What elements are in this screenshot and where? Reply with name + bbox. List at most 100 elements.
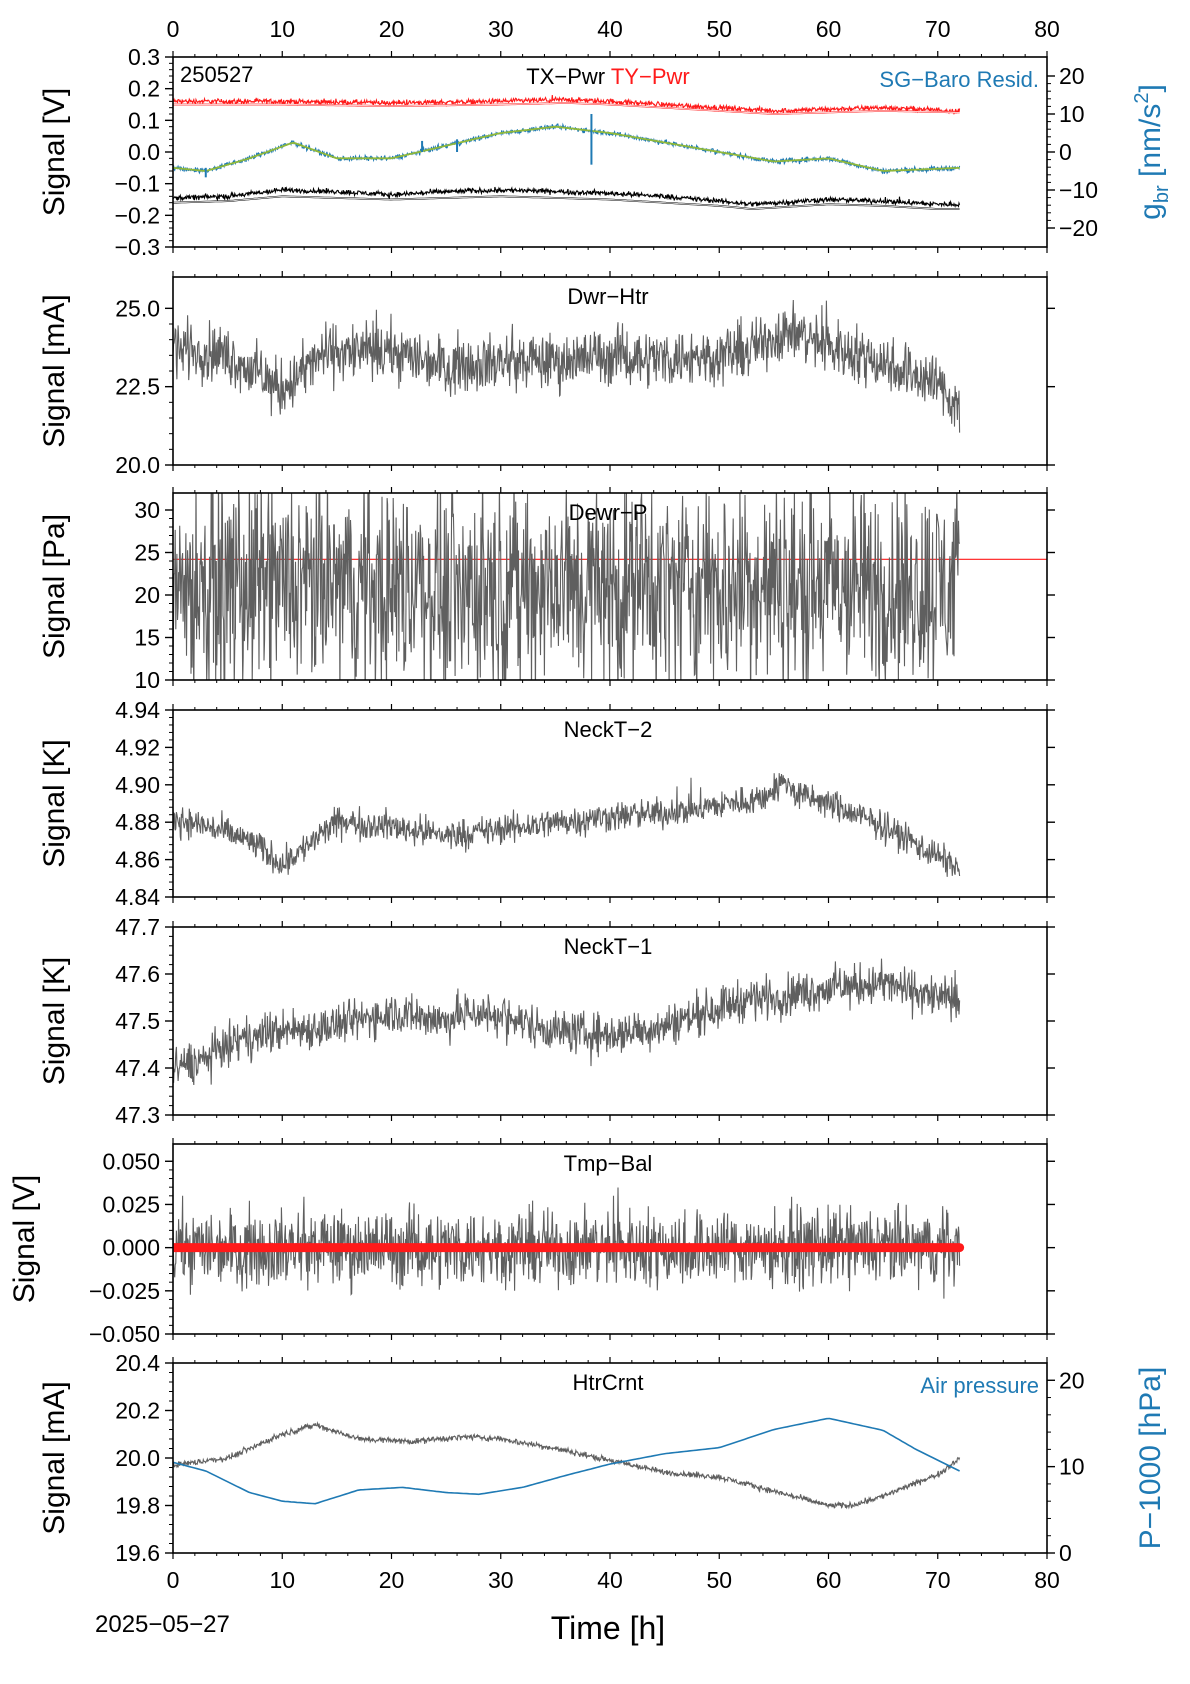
date-label: 2025−05−27 [95,1611,230,1638]
y-tick-label: 20.2 [115,1398,160,1424]
y-axis-label: Signal [K] [38,739,71,867]
plot-area [173,958,961,1086]
plot-area [173,773,961,877]
panel-title: NeckT−1 [564,934,653,959]
y-tick-label: −0.1 [115,171,160,197]
y-tick-label: 15 [134,625,160,651]
y-axis-label: Signal [K] [38,957,71,1085]
x-tick-label-bottom: 20 [379,1567,405,1593]
y-tick-label: 47.6 [115,961,160,987]
panel-1: −0.3 −0.2 −0.1 0.0 0.1 0.2 0.3 −20 −10 0 10 20 Signa… [38,44,1173,260]
plot-area [173,299,961,433]
x-tick-label-bottom: 10 [269,1567,295,1593]
y-tick-label: 47.5 [115,1008,160,1034]
series-air-pressure-line [173,1417,960,1505]
y-tick-label: 30 [134,497,160,523]
x-tick-label-bottom: 60 [816,1567,842,1593]
y2-axis-label: P−1000 [hPa] [1134,1367,1167,1550]
y-tick-label: 20.4 [115,1350,160,1376]
x-tick-label-top: 60 [816,16,842,42]
y2-tick-label: −10 [1059,177,1098,203]
y-tick-label: 4.88 [115,809,160,835]
y-tick-label: 47.3 [115,1102,160,1128]
x-tick-label-top: 80 [1034,16,1060,42]
x-tick-label-top: 70 [925,16,951,42]
y-tick-label: 20.0 [115,452,160,478]
y-tick-label: 22.5 [115,374,160,400]
series-sg-baro-resid-fit-line [173,125,960,172]
plot-area [173,493,1047,680]
plot-area [173,1417,961,1510]
series-tmp-bal-line [173,1187,961,1299]
y2-label-main: P−1000 [hPa] [1134,1367,1167,1550]
y-tick-label: 47.7 [115,914,160,940]
series-neckt-2-line [173,773,961,877]
y-axis-label: Signal [Pa] [38,514,71,659]
panel-title-part: TX−Pwr [526,64,605,89]
y-tick-label: 20 [134,582,160,608]
y2-axis-label: gbr [nm/s2] [1131,84,1173,220]
panel-2: 20.0 22.5 25.0 Signal [mA] Dwr−Htr [38,271,1055,478]
corner-label: 250527 [180,62,253,87]
y-tick-label: 25.0 [115,295,160,321]
panel-5: 47.3 47.4 47.5 47.6 47.7 Signal [K] NeckT−1 [38,914,1055,1128]
y-tick-label: 25 [134,540,160,566]
bottom-x-axis: 0 10 20 30 40 50 60 70 80 [167,1567,1060,1593]
series-dwr-htr-line [173,299,961,433]
x-tick-label-bottom: 40 [597,1567,623,1593]
plot-area [173,1187,965,1299]
y2-label-end: ] [1134,84,1167,92]
y2-label-subscript: br [1151,185,1173,203]
panel-3: 10 15 20 25 30 Signal [Pa] Dewr−P [38,487,1055,693]
x-tick-label-bottom: 0 [167,1567,180,1593]
series-model-highlight [173,102,960,115]
y-axis-label: Signal [mA] [38,294,71,447]
y2-tick-label: 0 [1059,1540,1072,1566]
legend-right-label: Air pressure [920,1373,1039,1398]
y2-tick-label: 20 [1059,63,1085,89]
panel-title: TX−Pwr TY−Pwr [526,64,689,89]
y-tick-label: 4.94 [115,697,160,723]
panel-title: NeckT−2 [564,717,653,742]
x-tick-label-bottom: 70 [925,1567,951,1593]
y2-tick-label: 10 [1059,101,1085,127]
panel-6: −0.050 −0.025 0.000 0.025 0.050 Signal [V] Tmp… [8,1138,1055,1347]
x-tick-label-bottom: 50 [706,1567,732,1593]
y-tick-label: 19.8 [115,1493,160,1519]
y-tick-label: 0.025 [102,1191,160,1217]
y2-tick-label: −20 [1059,215,1098,241]
y-tick-label: −0.3 [115,234,160,260]
y-tick-label: 4.84 [115,884,160,910]
y2-label-superscript: 2 [1131,93,1153,104]
x-tick-label-bottom: 30 [488,1567,514,1593]
panel-title: Tmp−Bal [564,1151,653,1176]
y-tick-label: 0.050 [102,1148,160,1174]
x-tick-label-top: 10 [269,16,295,42]
y2-tick-label: 0 [1059,139,1072,165]
y-tick-label: −0.025 [89,1278,160,1304]
x-tick-label-top: 20 [379,16,405,42]
series-tx-pwr-line [173,186,961,209]
y-tick-label: 0.3 [128,44,160,70]
y-axis-label: Signal [V] [38,88,71,216]
y-tick-label: 4.92 [115,734,160,760]
y-axis-label: Signal [V] [8,1175,41,1303]
x-axis-label: Time [h] [551,1610,665,1646]
y-tick-label: 20.0 [115,1445,160,1471]
series-htrcrnt-line [173,1421,961,1510]
panel-title: Dewr−P [569,500,648,525]
y-tick-label: 0.1 [128,107,160,133]
series-ty-pwr-line [173,94,961,116]
y-tick-label: 10 [134,667,160,693]
panels-group: −0.3−0.2−0.10.00.10.20.3−20−1001020Signa… [8,44,1173,1566]
y-tick-label: 0.000 [102,1235,160,1261]
y-tick-label: 19.6 [115,1540,160,1566]
series-sg-baro-resid--line [173,122,961,175]
y-tick-label: −0.050 [89,1321,160,1347]
series-model-highlight [173,195,960,210]
y-tick-label: −0.2 [115,202,160,228]
x-tick-label-bottom: 80 [1034,1567,1060,1593]
y-tick-label: 4.90 [115,772,160,798]
top-x-axis: 0 10 20 30 40 50 60 70 80 [167,16,1060,42]
